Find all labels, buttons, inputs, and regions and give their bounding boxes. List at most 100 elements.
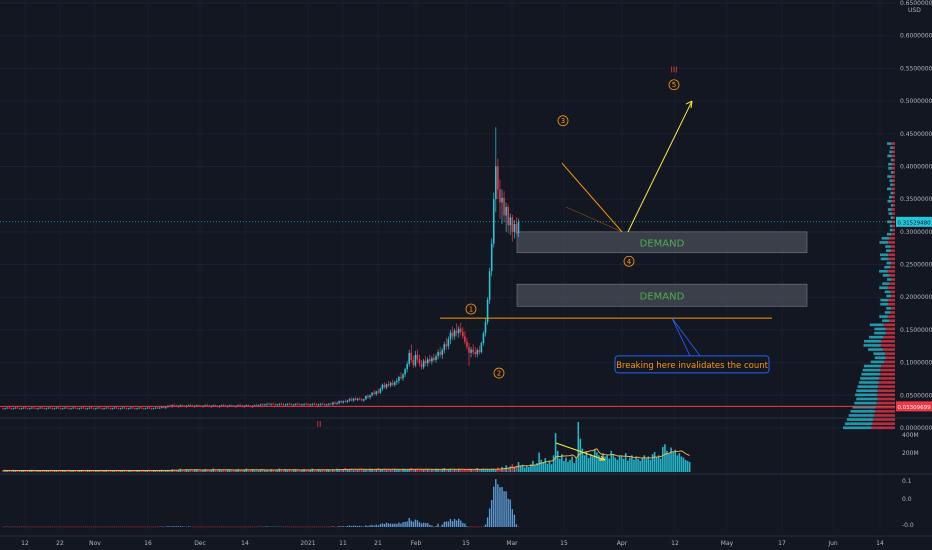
oscillator-bar (427, 523, 429, 527)
profile-bar-down (873, 418, 895, 421)
volume-bar (132, 470, 134, 472)
candle-body (132, 407, 134, 409)
candle-body (109, 408, 112, 410)
candle-body (257, 405, 260, 406)
oscillator-bar (375, 524, 377, 527)
volume-bar (530, 464, 532, 472)
oscillator-bar (2, 526, 4, 528)
volume-bar (591, 456, 594, 472)
volume-bar (340, 469, 342, 472)
profile-bar-up (863, 339, 882, 343)
candle-body (429, 359, 431, 362)
oscillator-bar (220, 526, 223, 528)
volume-bar (688, 462, 691, 472)
volume-bar (437, 469, 439, 472)
candle-body (389, 382, 392, 386)
candle-body (490, 243, 493, 272)
volume-bar (398, 469, 400, 472)
volume-bar (26, 470, 29, 472)
candle-body (441, 350, 444, 355)
candle-body (189, 405, 192, 406)
volume-bar (497, 467, 499, 472)
volume-bar (231, 470, 233, 472)
candle-body (72, 407, 74, 409)
volume-bar (528, 467, 530, 472)
candle-body (464, 336, 466, 342)
candle-body (418, 359, 421, 364)
volume-bar (123, 469, 126, 472)
volume-bar (600, 457, 602, 472)
volume-bar (418, 469, 421, 472)
volume-bar (624, 453, 627, 472)
oscillator-bar (233, 526, 235, 528)
oscillator-bar (460, 520, 462, 527)
candle-body (435, 356, 437, 360)
volume-bar (193, 469, 196, 472)
volume-bar (373, 469, 375, 472)
volume-bar (6, 470, 8, 472)
oscillator-bar (128, 526, 130, 528)
volume-bar (154, 470, 157, 472)
profile-bar-down (892, 212, 895, 215)
candle-body (439, 352, 441, 355)
volume-bar (8, 470, 10, 472)
oscillator-bar (253, 526, 256, 528)
candle-body (276, 404, 279, 406)
oscillator-bar (282, 526, 285, 528)
candle-body (385, 384, 388, 388)
volume-bar (396, 469, 398, 472)
profile-bar-down (878, 381, 895, 384)
oscillator-bar (241, 526, 243, 528)
oscillator-bar (429, 524, 431, 527)
volume-bar (664, 444, 666, 472)
candle-body (270, 403, 272, 405)
volume-bar (672, 452, 674, 472)
volume-bar (146, 470, 149, 472)
profile-bar-up (887, 208, 892, 211)
profile-bar-up (887, 154, 892, 158)
volume-bar (24, 470, 27, 472)
oscillator-bar (451, 521, 454, 527)
oscillator-bar (317, 526, 320, 528)
oscillator-bar (439, 526, 441, 528)
profile-bar-up (881, 237, 890, 240)
volume-bar (18, 470, 21, 472)
oscillator-bar (305, 526, 307, 528)
profile-bar-up (858, 381, 879, 384)
volume-bar (352, 469, 355, 472)
profile-bar-down (890, 245, 895, 248)
oscillator-bar (16, 526, 19, 528)
profile-bar-down (891, 175, 895, 178)
volume-bar (315, 469, 318, 472)
oscillator-bar (517, 526, 520, 528)
profile-bar-down (891, 220, 895, 224)
candle-body (158, 407, 161, 409)
candle-body (503, 197, 505, 216)
volume-bar (295, 469, 297, 472)
oscillator-bar (354, 525, 357, 527)
volume-bar (455, 469, 458, 472)
price-tick-label: 0.00000000 (900, 425, 932, 432)
volume-bar (476, 468, 479, 472)
candle-body (80, 407, 83, 409)
volume-bar (651, 454, 654, 472)
volume-bar (365, 469, 367, 472)
profile-bar-up (887, 220, 892, 224)
volume-bar (484, 469, 487, 472)
profile-bar-down (874, 414, 895, 417)
volume-bar (88, 470, 91, 472)
wave-circle (623, 255, 635, 267)
candle-body (476, 350, 479, 355)
profile-bar-up (868, 348, 883, 351)
oscillator-tick-label: 0.0 (902, 496, 912, 503)
volume-bar (501, 467, 503, 472)
candle-body (342, 401, 345, 403)
volume-bar (284, 469, 287, 472)
oscillator-bar (101, 526, 103, 528)
volume-bar (175, 470, 178, 472)
oscillator-bar (488, 508, 491, 527)
volume-bar (429, 469, 431, 472)
candle-body (488, 271, 491, 300)
profile-bar-down (891, 199, 895, 203)
